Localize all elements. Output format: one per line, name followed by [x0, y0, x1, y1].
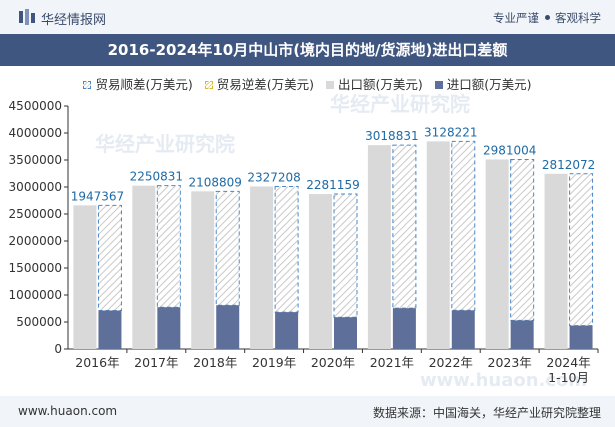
- chart-title: 2016-2024年10月中山市(境内目的地/货源地)进出口差额: [0, 34, 615, 66]
- legend-item-export: 出口额(万美元): [325, 74, 423, 93]
- x-tick-label: 2021年: [370, 355, 414, 370]
- y-tick-label: 500000: [16, 315, 62, 329]
- surplus-bar: [451, 140, 476, 311]
- legend-export-swatch: [325, 80, 334, 89]
- legend-item-import: 进口额(万美元): [434, 74, 532, 93]
- legend-item-surplus: 贸易顺差(万美元): [83, 74, 193, 93]
- slogan: 专业严谨 客观科学: [493, 10, 601, 26]
- export-bar: [544, 173, 568, 349]
- legend-import-swatch: [434, 80, 443, 89]
- surplus-data-label: 2812072: [542, 158, 595, 172]
- export-bar: [485, 159, 509, 349]
- export-bar: [250, 186, 274, 349]
- surplus-bar: [156, 185, 181, 308]
- import-bar: [157, 307, 181, 349]
- legend-export-label: 出口额(万美元): [337, 77, 423, 92]
- x-tick-label: 2022年: [429, 355, 473, 370]
- x-tick-label: 2019年: [252, 355, 296, 370]
- slogan-left: 专业严谨: [493, 11, 539, 25]
- surplus-data-label: 2250831: [130, 170, 183, 184]
- y-tick-label: 1000000: [9, 288, 62, 302]
- import-bar: [275, 312, 299, 349]
- y-tick-label: 1500000: [9, 261, 62, 275]
- footer-website: www.huaon.com: [18, 404, 118, 418]
- surplus-bar: [333, 193, 358, 318]
- import-bar: [569, 325, 593, 349]
- x-tick-label: 2024年: [546, 355, 590, 370]
- export-bar: [426, 141, 450, 349]
- x-tick-label: 2018年: [193, 355, 237, 370]
- footer-source: 数据来源：中国海关，华经产业研究院整理: [372, 406, 601, 420]
- y-tick-label: 0: [54, 342, 62, 356]
- import-bar: [98, 310, 122, 349]
- y-tick-label: 2500000: [9, 207, 62, 221]
- x-tick-label: 2017年: [134, 355, 178, 370]
- legend-import-label: 进口额(万美元): [446, 77, 532, 92]
- chart-legend: 贸易顺差(万美元) 贸易逆差(万美元) 出口额(万美元) 进口额(万美元): [0, 74, 615, 93]
- legend-item-deficit: 贸易逆差(万美元): [204, 74, 314, 93]
- logo-icon: [19, 9, 35, 25]
- surplus-data-label: 2281159: [306, 178, 359, 192]
- surplus-data-label: 3018831: [365, 129, 418, 143]
- header-bar: 华经情报网 专业严谨 客观科学: [0, 0, 615, 34]
- import-bar: [216, 305, 240, 349]
- surplus-bar: [392, 144, 417, 309]
- legend-surplus-swatch: [83, 80, 92, 89]
- legend-surplus-label: 贸易顺差(万美元): [95, 77, 193, 92]
- surplus-data-label: 2981004: [483, 143, 536, 157]
- surplus-data-label: 2108809: [188, 175, 241, 189]
- y-tick-label: 4000000: [9, 126, 62, 140]
- y-tick-label: 3000000: [9, 180, 62, 194]
- export-bar: [73, 205, 97, 349]
- surplus-bar: [510, 158, 535, 321]
- bar-chart: 0 500000 1000000 1500000 2000000 2500000 30000…: [9, 99, 599, 385]
- export-bar: [309, 194, 332, 349]
- surplus-data-label: 1947367: [71, 189, 124, 203]
- import-bar: [334, 317, 357, 349]
- footer-bar: www.huaon.com 数据来源：中国海关，华经产业研究院整理: [0, 396, 615, 427]
- bullet-dot-icon: [545, 15, 550, 20]
- export-bar: [191, 191, 215, 349]
- surplus-bar: [569, 173, 594, 327]
- import-bar: [392, 308, 416, 349]
- y-tick-label: 2000000: [9, 234, 62, 248]
- surplus-data-label: 2327208: [247, 170, 300, 184]
- x-tick-label: 2020年: [311, 355, 355, 370]
- export-bar: [132, 185, 156, 349]
- legend-deficit-swatch: [204, 80, 213, 89]
- export-bar: [367, 145, 391, 349]
- import-bar: [451, 310, 475, 349]
- x-tick-label: 2023年: [488, 355, 532, 370]
- logo-text: 华经情报网: [41, 13, 107, 28]
- x-tick-label: 2016年: [75, 355, 119, 370]
- x-tick-label: 1-10月: [548, 370, 589, 385]
- legend-deficit-label: 贸易逆差(万美元): [216, 77, 314, 92]
- surplus-data-label: 3128221: [424, 125, 477, 139]
- y-tick-label: 4500000: [9, 99, 62, 113]
- y-tick-label: 3500000: [9, 153, 62, 167]
- surplus-bar: [97, 204, 122, 312]
- surplus-bar: [274, 185, 299, 313]
- slogan-right: 客观科学: [555, 11, 601, 25]
- import-bar: [510, 320, 534, 349]
- surplus-bar: [215, 190, 240, 306]
